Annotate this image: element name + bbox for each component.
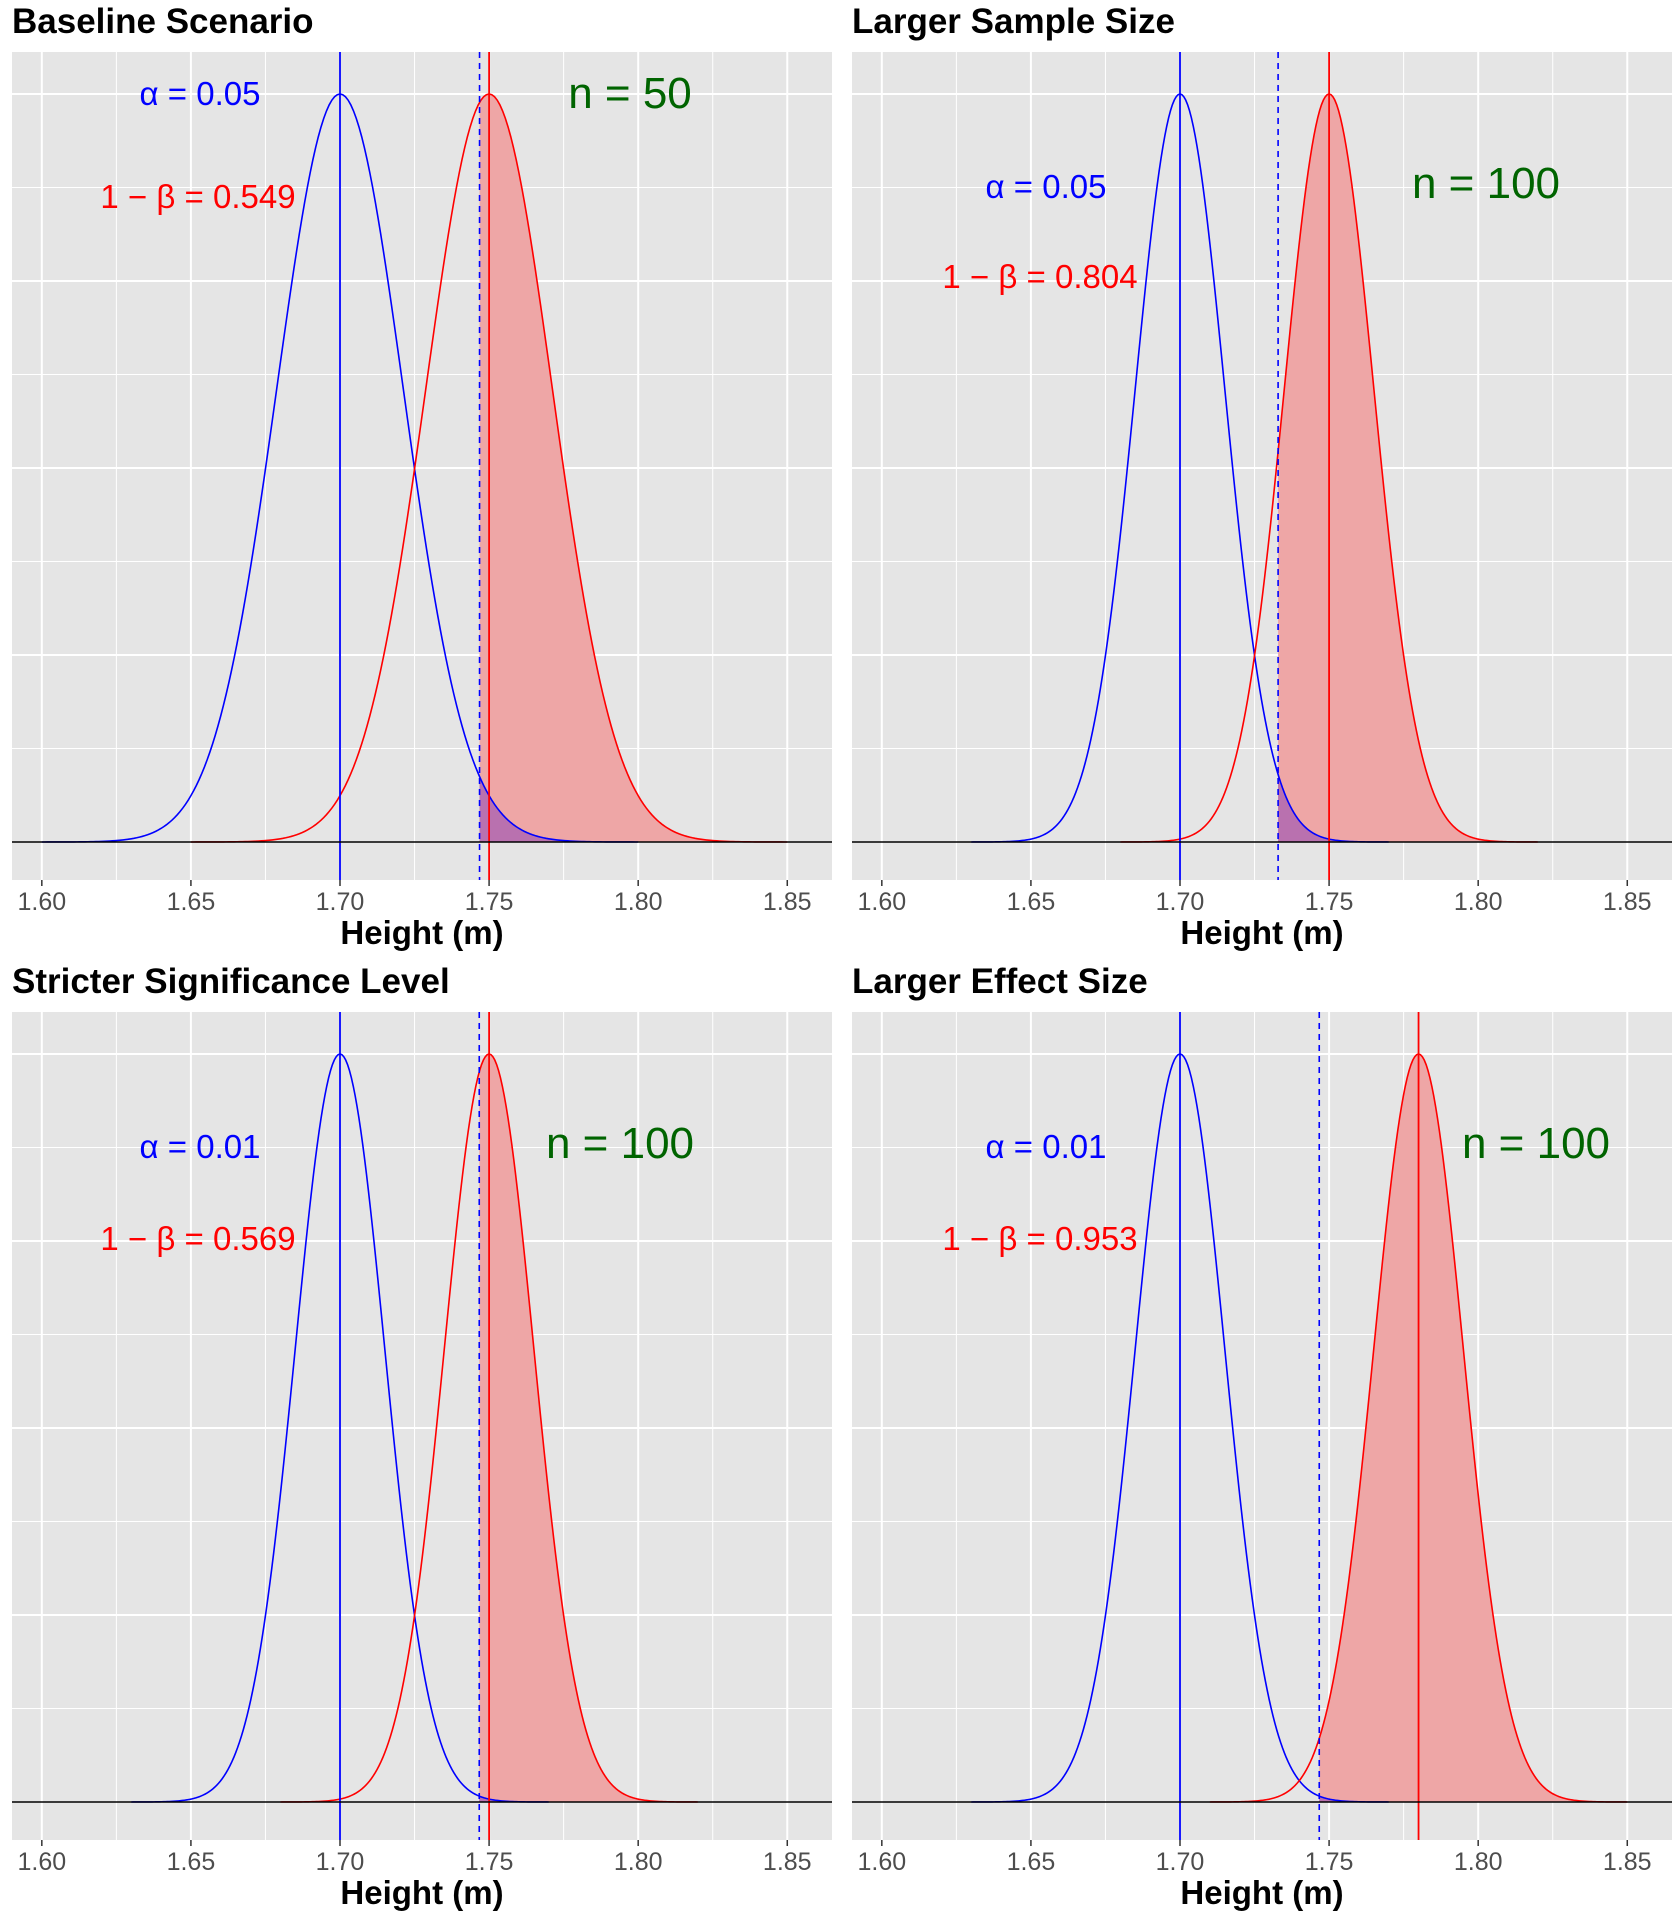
x-tick-label: 1.85 <box>763 888 812 916</box>
panel-title: Larger Sample Size <box>852 2 1175 41</box>
chart-plot: 1.60 1.65 1.70 1.75 1.80 1.85 Height (m) α = 0.… <box>12 52 832 951</box>
sample-size-annotation: n = 100 <box>1462 1119 1610 1168</box>
x-tick-label: 1.60 <box>857 1848 906 1876</box>
power-annotation: 1 − β = 0.804 <box>942 258 1137 295</box>
x-tick-label: 1.65 <box>167 1848 216 1876</box>
x-tick-label: 1.85 <box>763 1848 812 1876</box>
x-tick-label: 1.80 <box>1454 888 1503 916</box>
power-area <box>1319 1054 1628 1802</box>
x-axis-title: Height (m) <box>1180 1874 1343 1911</box>
panel-title: Stricter Significance Level <box>12 962 450 1001</box>
x-tick-label: 1.85 <box>1603 1848 1652 1876</box>
chart-panel-stricter-significance: Stricter Significance Level 1.60 1.65 1.70… <box>0 960 840 1920</box>
plot-background <box>852 1012 1672 1840</box>
alpha-area <box>479 776 639 842</box>
sample-size-annotation: n = 100 <box>1412 159 1560 208</box>
power-area <box>1278 94 1538 842</box>
chart-plot: 1.60 1.65 1.70 1.75 1.80 1.85 Height (m) α = 0.… <box>12 1012 832 1911</box>
x-tick-label: 1.60 <box>857 888 906 916</box>
x-tick-label: 1.80 <box>614 1848 663 1876</box>
power-area <box>479 94 788 842</box>
chart-panel-baseline: Baseline Scenario 1.60 1.65 1.70 1.75 1.80 1.… <box>0 0 840 960</box>
panel-title: Larger Effect Size <box>852 962 1148 1001</box>
chart-plot: 1.60 1.65 1.70 1.75 1.80 1.85 Height (m) α = 0.… <box>852 52 1672 951</box>
x-tick-label: 1.65 <box>1007 888 1056 916</box>
power-area <box>479 1054 698 1802</box>
x-tick-label: 1.75 <box>465 888 514 916</box>
alpha-annotation: α = 0.01 <box>986 1128 1107 1165</box>
plot-background <box>12 1012 832 1840</box>
plot-background <box>852 52 1672 880</box>
x-axis-title: Height (m) <box>340 1874 503 1911</box>
x-axis-title: Height (m) <box>1180 914 1343 951</box>
x-tick-label: 1.75 <box>1305 1848 1354 1876</box>
chart-panel-larger-effect: Larger Effect Size 1.60 1.65 1.70 1.75 1.80 1… <box>840 960 1680 1920</box>
alpha-area <box>1278 774 1389 842</box>
x-tick-label: 1.80 <box>1454 1848 1503 1876</box>
x-tick-label: 1.75 <box>1305 888 1354 916</box>
sample-size-annotation: n = 100 <box>546 1119 694 1168</box>
sample-size-annotation: n = 50 <box>568 69 692 118</box>
x-tick-label: 1.70 <box>316 1848 365 1876</box>
x-tick-label: 1.65 <box>167 888 216 916</box>
x-tick-label: 1.65 <box>1007 1848 1056 1876</box>
x-tick-label: 1.70 <box>1156 1848 1205 1876</box>
x-tick-label: 1.70 <box>316 888 365 916</box>
alpha-annotation: α = 0.05 <box>140 75 261 112</box>
plot-background <box>12 52 832 880</box>
x-tick-label: 1.60 <box>17 1848 66 1876</box>
chart-plot: 1.60 1.65 1.70 1.75 1.80 1.85 Height (m) α = 0.… <box>852 1012 1672 1911</box>
alpha-annotation: α = 0.01 <box>140 1128 261 1165</box>
x-tick-label: 1.70 <box>1156 888 1205 916</box>
alpha-annotation: α = 0.05 <box>986 168 1107 205</box>
power-annotation: 1 − β = 0.953 <box>942 1220 1137 1257</box>
x-tick-label: 1.80 <box>614 888 663 916</box>
x-tick-label: 1.60 <box>17 888 66 916</box>
power-annotation: 1 − β = 0.569 <box>100 1220 295 1257</box>
x-axis-title: Height (m) <box>340 914 503 951</box>
chart-panel-larger-sample: Larger Sample Size 1.60 1.65 1.70 1.75 1.80 1… <box>840 0 1680 960</box>
panel-title: Baseline Scenario <box>12 2 314 41</box>
power-annotation: 1 − β = 0.549 <box>100 178 295 215</box>
x-tick-label: 1.75 <box>465 1848 514 1876</box>
x-tick-label: 1.85 <box>1603 888 1652 916</box>
